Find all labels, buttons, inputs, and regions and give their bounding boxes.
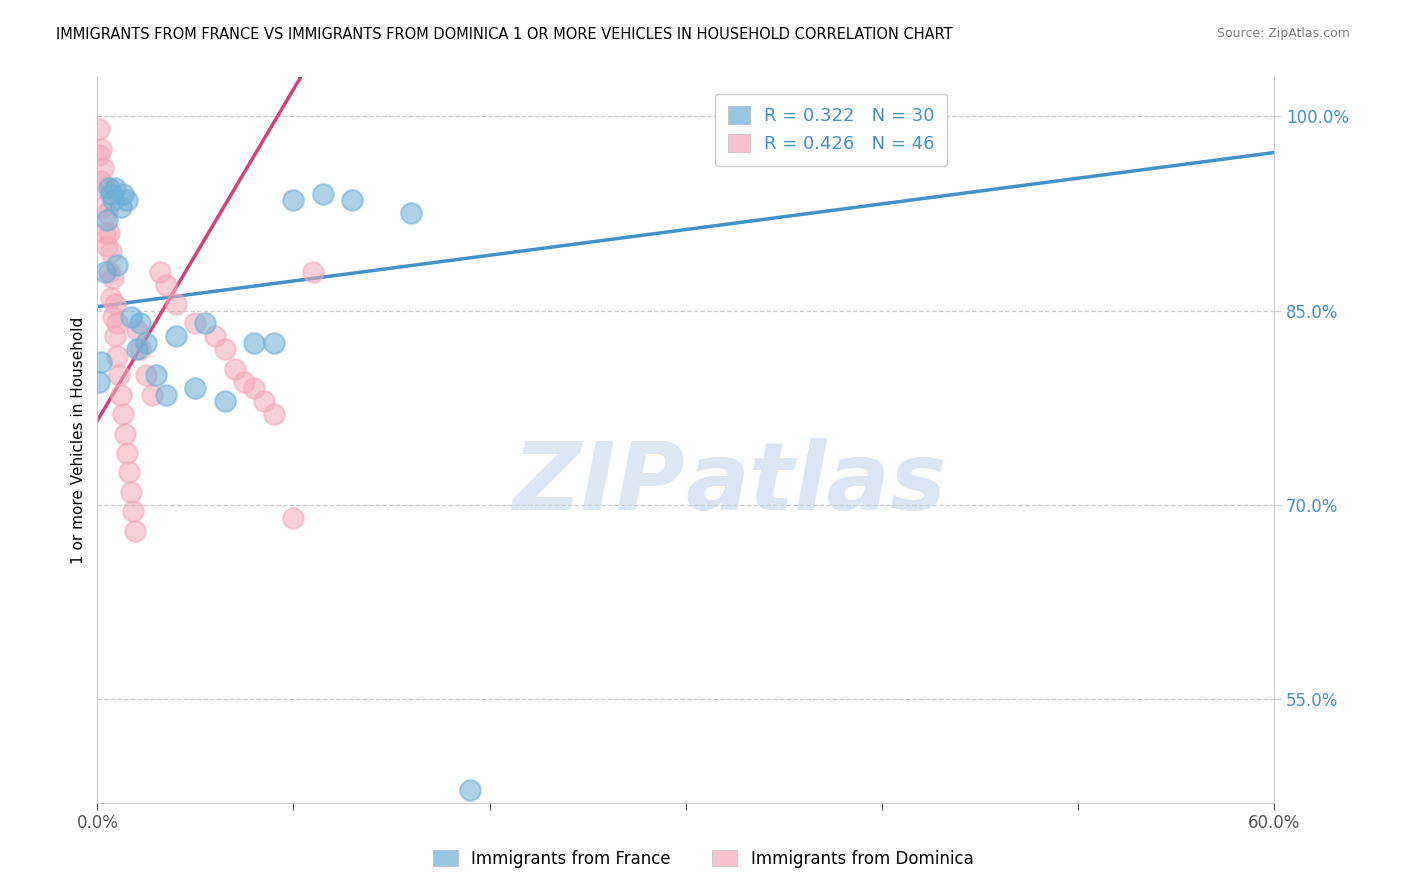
Point [101,310,124,324]
Point [224,361,246,376]
Point [94,265,117,279]
Point [283,510,305,524]
Point [90,355,112,369]
Point [121,504,143,518]
Point [129,343,152,357]
Text: IMMIGRANTS FROM FRANCE VS IMMIGRANTS FROM DOMINICA 1 OR MORE VEHICLES IN HOUSEHO: IMMIGRANTS FROM FRANCE VS IMMIGRANTS FRO… [56,27,953,42]
Legend: Immigrants from France, Immigrants from Dominica: Immigrants from France, Immigrants from … [426,844,980,875]
Point [155,277,177,292]
Point [458,782,481,797]
Point [184,317,207,331]
Point [149,265,172,279]
Point [342,194,364,208]
Point [105,258,128,272]
Point [233,375,256,389]
Point [91,161,114,175]
Point [89,148,111,162]
Point [141,387,163,401]
Point [110,200,132,214]
Point [129,317,152,331]
Point [125,343,148,357]
Text: Source: ZipAtlas.com: Source: ZipAtlas.com [1216,27,1350,40]
Y-axis label: 1 or more Vehicles in Household: 1 or more Vehicles in Household [72,317,86,564]
Point [101,194,124,208]
Point [253,394,276,409]
Point [108,368,131,383]
Point [302,265,325,279]
Point [243,381,266,395]
Point [100,245,122,260]
Point [89,122,111,136]
Point [100,186,122,201]
Point [96,213,118,227]
Point [184,381,207,395]
Point [114,426,136,441]
Legend: R = 0.322   N = 30, R = 0.426   N = 46: R = 0.322 N = 30, R = 0.426 N = 46 [716,94,948,166]
Point [96,239,118,253]
Point [101,271,124,285]
Point [194,317,217,331]
Point [98,226,121,240]
Point [115,194,138,208]
Point [120,310,142,324]
Text: ZIP: ZIP [513,438,686,530]
Point [111,407,134,421]
Point [89,375,111,389]
Point [135,368,157,383]
Point [118,466,141,480]
Point [399,206,422,220]
Point [96,206,118,220]
Point [105,349,128,363]
Point [94,180,117,194]
Point [312,186,335,201]
Point [155,387,177,401]
Point [104,297,127,311]
Point [214,343,236,357]
Point [100,291,122,305]
Point [165,297,187,311]
Point [94,226,117,240]
Point [243,335,266,350]
Point [204,329,226,343]
Point [120,484,142,499]
Point [135,335,157,350]
Point [90,174,112,188]
Point [165,329,187,343]
Point [115,446,138,460]
Point [104,180,127,194]
Point [91,200,114,214]
Point [263,335,285,350]
Point [104,329,127,343]
Point [98,265,121,279]
Point [831,109,853,123]
Point [283,194,305,208]
Point [145,368,167,383]
Point [111,186,134,201]
Point [214,394,236,409]
Point [90,142,112,156]
Text: atlas: atlas [686,438,946,530]
Point [98,180,121,194]
Point [125,323,148,337]
Point [124,524,146,538]
Point [263,407,285,421]
Point [105,317,128,331]
Point [110,387,132,401]
